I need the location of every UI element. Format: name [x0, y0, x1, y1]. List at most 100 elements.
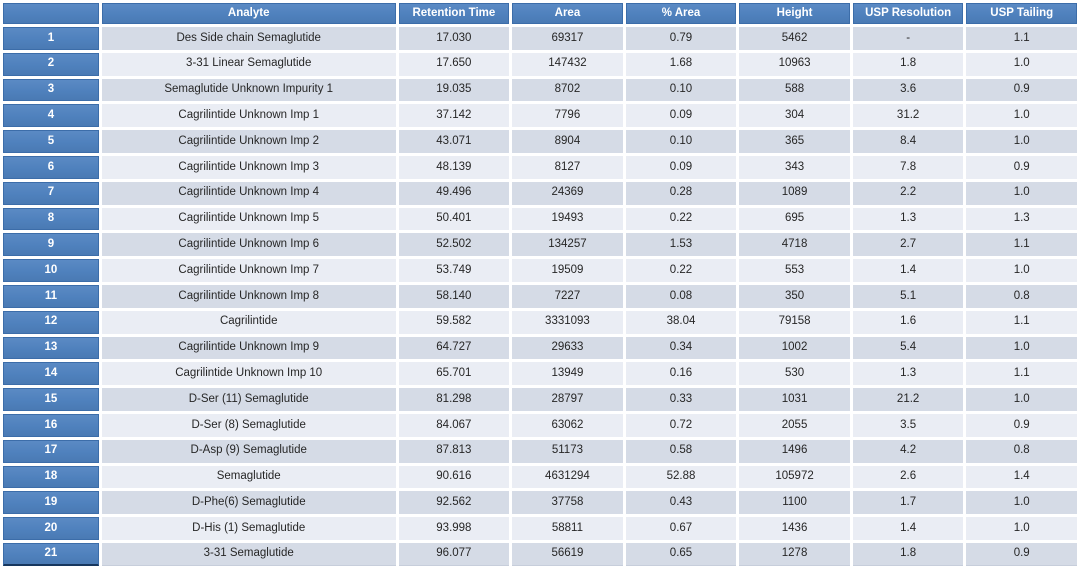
retention-time-cell: 48.139 [398, 155, 510, 179]
analyte-cell: Cagrilintide Unknown Imp 5 [101, 207, 396, 231]
analyte-cell: Cagrilintide Unknown Imp 6 [101, 233, 396, 257]
retention-time-cell: 53.749 [398, 259, 510, 282]
usp-tailing-cell: 1.0 [966, 491, 1077, 515]
col-header-retention-time: Retention Time [398, 3, 510, 24]
area-cell: 69317 [512, 27, 623, 50]
analyte-cell: D-Ser (8) Semaglutide [101, 413, 396, 437]
row-number-cell: 2 [3, 52, 99, 76]
table-row: 17 D-Asp (9) Semaglutide 87.813 51173 0.… [3, 439, 1077, 463]
analyte-cell: Cagrilintide Unknown Imp 3 [101, 155, 396, 179]
analyte-cell: Cagrilintide Unknown Imp 8 [101, 284, 396, 308]
table-row: 20 D-His (1) Semaglutide 93.998 58811 0.… [3, 517, 1077, 540]
height-cell: 2055 [739, 413, 850, 437]
analyte-cell: Cagrilintide Unknown Imp 10 [101, 362, 396, 386]
row-number-cell: 9 [3, 233, 99, 257]
height-cell: 304 [739, 104, 850, 128]
pct-area-cell: 0.79 [625, 27, 737, 50]
analyte-cell: D-Asp (9) Semaglutide [101, 439, 396, 463]
analyte-cell: D-His (1) Semaglutide [101, 517, 396, 540]
pct-area-cell: 0.09 [625, 104, 737, 128]
area-cell: 19493 [512, 207, 623, 231]
height-cell: 1278 [739, 542, 850, 566]
table-row: 13 Cagrilintide Unknown Imp 9 64.727 296… [3, 336, 1077, 360]
pct-area-cell: 0.34 [625, 336, 737, 360]
col-header-usp-tailing: USP Tailing [966, 3, 1077, 24]
analyte-cell: D-Phe(6) Semaglutide [101, 491, 396, 515]
retention-time-cell: 59.582 [398, 310, 510, 334]
usp-resolution-cell: 7.8 [852, 155, 964, 179]
area-cell: 8127 [512, 155, 623, 179]
usp-resolution-cell: 31.2 [852, 104, 964, 128]
analyte-cell: Cagrilintide Unknown Imp 1 [101, 104, 396, 128]
pct-area-cell: 0.10 [625, 130, 737, 153]
table-header: Analyte Retention Time Area % Area Heigh… [3, 3, 1077, 24]
row-number-cell: 15 [3, 388, 99, 411]
usp-tailing-cell: 1.0 [966, 181, 1077, 205]
pct-area-cell: 0.08 [625, 284, 737, 308]
height-cell: 1002 [739, 336, 850, 360]
analyte-cell: 3-31 Semaglutide [101, 542, 396, 566]
usp-resolution-cell: 2.6 [852, 465, 964, 489]
usp-resolution-cell: 1.3 [852, 362, 964, 386]
usp-tailing-cell: 1.1 [966, 233, 1077, 257]
retention-time-cell: 65.701 [398, 362, 510, 386]
row-number-cell: 11 [3, 284, 99, 308]
usp-tailing-cell: 1.4 [966, 465, 1077, 489]
height-cell: 1496 [739, 439, 850, 463]
table-row: 3 Semaglutide Unknown Impurity 1 19.035 … [3, 78, 1077, 102]
row-number-cell: 19 [3, 491, 99, 515]
usp-resolution-cell: 3.5 [852, 413, 964, 437]
retention-time-cell: 17.030 [398, 27, 510, 50]
analyte-cell: Semaglutide Unknown Impurity 1 [101, 78, 396, 102]
table-row: 7 Cagrilintide Unknown Imp 4 49.496 2436… [3, 181, 1077, 205]
table-row: 11 Cagrilintide Unknown Imp 8 58.140 722… [3, 284, 1077, 308]
height-cell: 10963 [739, 52, 850, 76]
usp-resolution-cell: 8.4 [852, 130, 964, 153]
header-row: Analyte Retention Time Area % Area Heigh… [3, 3, 1077, 24]
height-cell: 553 [739, 259, 850, 282]
area-cell: 7796 [512, 104, 623, 128]
pct-area-cell: 0.43 [625, 491, 737, 515]
area-cell: 8904 [512, 130, 623, 153]
col-header-usp-resolution: USP Resolution [852, 3, 964, 24]
retention-time-cell: 81.298 [398, 388, 510, 411]
usp-tailing-cell: 1.0 [966, 259, 1077, 282]
retention-time-cell: 17.650 [398, 52, 510, 76]
area-cell: 56619 [512, 542, 623, 566]
height-cell: 1436 [739, 517, 850, 540]
col-header-number [3, 3, 99, 24]
retention-time-cell: 90.616 [398, 465, 510, 489]
height-cell: 5462 [739, 27, 850, 50]
table-row: 2 3-31 Linear Semaglutide 17.650 147432 … [3, 52, 1077, 76]
table-row: 1 Des Side chain Semaglutide 17.030 6931… [3, 27, 1077, 50]
area-cell: 58811 [512, 517, 623, 540]
row-number-cell: 10 [3, 259, 99, 282]
pct-area-cell: 0.65 [625, 542, 737, 566]
area-cell: 147432 [512, 52, 623, 76]
retention-time-cell: 96.077 [398, 542, 510, 566]
usp-tailing-cell: 0.8 [966, 439, 1077, 463]
col-header-analyte: Analyte [101, 3, 396, 24]
table-row: 9 Cagrilintide Unknown Imp 6 52.502 1342… [3, 233, 1077, 257]
analyte-cell: Cagrilintide Unknown Imp 9 [101, 336, 396, 360]
table-row: 4 Cagrilintide Unknown Imp 1 37.142 7796… [3, 104, 1077, 128]
table-row: 16 D-Ser (8) Semaglutide 84.067 63062 0.… [3, 413, 1077, 437]
analyte-cell: Des Side chain Semaglutide [101, 27, 396, 50]
analyte-cell: D-Ser (11) Semaglutide [101, 388, 396, 411]
retention-time-cell: 84.067 [398, 413, 510, 437]
usp-tailing-cell: 1.1 [966, 310, 1077, 334]
usp-resolution-cell: 1.8 [852, 52, 964, 76]
area-cell: 24369 [512, 181, 623, 205]
usp-tailing-cell: 1.1 [966, 27, 1077, 50]
row-number-cell: 4 [3, 104, 99, 128]
retention-time-cell: 43.071 [398, 130, 510, 153]
usp-tailing-cell: 1.3 [966, 207, 1077, 231]
usp-tailing-cell: 0.9 [966, 155, 1077, 179]
area-cell: 29633 [512, 336, 623, 360]
usp-resolution-cell: 2.2 [852, 181, 964, 205]
height-cell: 1089 [739, 181, 850, 205]
height-cell: 530 [739, 362, 850, 386]
pct-area-cell: 1.53 [625, 233, 737, 257]
table-row: 6 Cagrilintide Unknown Imp 3 48.139 8127… [3, 155, 1077, 179]
